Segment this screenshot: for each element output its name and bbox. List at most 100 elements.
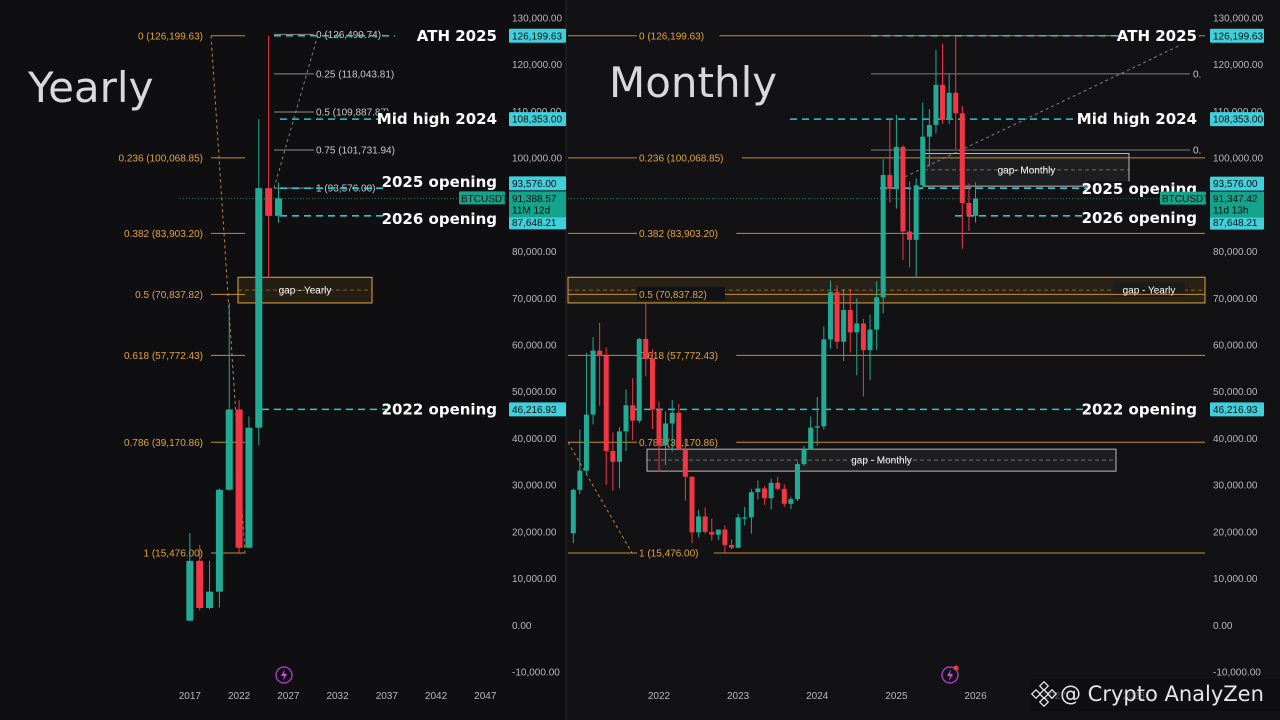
yearly-price-tag-text: 126,199.63 [512,31,562,42]
yearly-fib-label: 0.618 (57,772.43) [124,351,203,362]
yearly-candle-body [245,427,253,548]
monthly-time-tick: 2022 [648,691,671,702]
monthly-price-tick: 10,000.00 [1213,574,1258,585]
monthly-candle-body [636,338,642,421]
yearly-price-tick: -10,000.00 [512,668,560,679]
monthly-candle-body [860,323,866,351]
monthly-candle-body [570,489,576,534]
monthly-current-price-text: 91,347.42 [1213,194,1258,205]
monthly-price-tag-text: 87,648.21 [1213,218,1258,229]
monthly-zone-label: gap- Monthly [998,165,1056,176]
monthly-price-tag [1210,215,1264,230]
diamond-part [1038,680,1050,692]
monthly-fib-label-bg [637,28,720,42]
yearly-zone-label: gap - Yearly [279,286,332,297]
monthly-candle-body [715,529,721,535]
monthly-candle-body [933,84,939,125]
monthly-candle-body [953,92,959,114]
watermark-text: @ Crypto AnalyZen [1060,682,1264,706]
yearly-candle-body [196,560,204,609]
monthly-ext-label: 0. [1193,146,1201,157]
monthly-candle-body [814,426,820,428]
yearly-annotation: 2025 opening [382,173,497,191]
monthly-price-tag [1210,402,1264,417]
monthly-candle-body [768,482,774,499]
monthly-candle-body [623,405,629,432]
monthly-symbol-text: BTCUSDT [1162,194,1209,205]
yearly-candle-body [206,591,214,609]
yearly-price-tick: 60,000.00 [512,341,557,352]
monthly-annotation: ATH 2025 [1117,27,1197,45]
monthly-candle-body [590,350,596,415]
monthly-fib-label-bg [637,287,725,301]
monthly-candle-body [801,449,807,465]
monthly-price-tick: 0.00 [1213,621,1233,632]
yearly-candle-body [255,188,263,428]
monthly-candle-body [920,136,926,186]
monthly-price-tag [1210,176,1264,191]
monthly-ext-label: 0. [1193,69,1201,80]
yearly-price-tick: 40,000.00 [512,434,557,445]
monthly-zone-label-bg [1113,282,1185,298]
monthly-time-tick: 2025 [885,691,908,702]
monthly-lightning-icon [941,666,959,684]
monthly-ext-diagonal [904,35,1201,178]
monthly-candle-body [900,146,906,232]
monthly-candle-body [729,544,735,548]
monthly-candle-body [775,482,781,489]
monthly-candle-body [722,529,728,545]
monthly-candle-body [841,309,847,342]
yearly-price-tick: 120,000.00 [512,60,562,71]
yearly-price-tag [509,28,566,43]
yearly-fib-label: 0.236 (100,068.85) [118,153,203,164]
diamond-center [1038,688,1050,700]
yearly-countdown-text: 11M 12d [512,205,550,216]
monthly-candle-body [893,146,899,189]
monthly-candle-body [913,185,919,240]
monthly-fib-label: 0.5 (70,837.82) [639,290,707,301]
yearly-annotation-bg [379,111,499,129]
monthly-fib-label-bg [637,226,737,240]
monthly-price-tick: 20,000.00 [1213,527,1258,538]
monthly-candle-body [676,412,682,450]
monthly-candle-body [788,499,794,504]
monthly-candle-body [577,470,583,490]
monthly-candle-body [597,350,603,356]
yearly-fib-label: 1 (15,476.00) [144,548,204,559]
monthly-candle-body [794,464,800,500]
yearly-annotation: 2022 opening [382,400,497,418]
yearly-price-tick: 130,000.00 [512,14,562,25]
yearly-price-tag [509,112,566,127]
yearly-candle-body [225,409,233,490]
monthly-candle-body [887,174,893,189]
yearly-price-tick: 10,000.00 [512,574,557,585]
binance-diamond-icon [1030,680,1058,708]
yearly-time-tick: 2037 [376,691,399,702]
monthly-price-tag [1210,28,1264,43]
monthly-lightning-glyph [947,669,953,681]
monthly-candle-body [682,449,688,477]
monthly-fib-label-bg [637,545,714,559]
monthly-candle-body [616,431,622,462]
monthly-zone-label: gap - Monthly [851,456,912,467]
monthly-candle-body [656,409,662,446]
monthly-zone-label: gap - Yearly [1123,286,1176,297]
yearly-lightning-icon [275,666,293,684]
monthly-price-tick: 130,000.00 [1213,14,1263,25]
yearly-candle-body [274,198,282,216]
yearly-time-tick: 2042 [425,691,448,702]
yearly-fib-diagonal [210,35,246,554]
monthly-candle-body [821,339,827,427]
yearly-current-tag [509,191,566,218]
monthly-annotation-bg [1087,401,1199,419]
monthly-candle-body [742,517,748,519]
monthly-candle-body [689,476,695,533]
monthly-candle-body [834,292,840,342]
monthly-candle-body [755,488,761,493]
monthly-candle-body [847,309,853,333]
yearly-price-tag [509,215,566,230]
monthly-price-tick: 60,000.00 [1213,341,1258,352]
monthly-price-tag-text: 46,216.93 [1213,405,1258,416]
diamond-part [1046,688,1058,700]
